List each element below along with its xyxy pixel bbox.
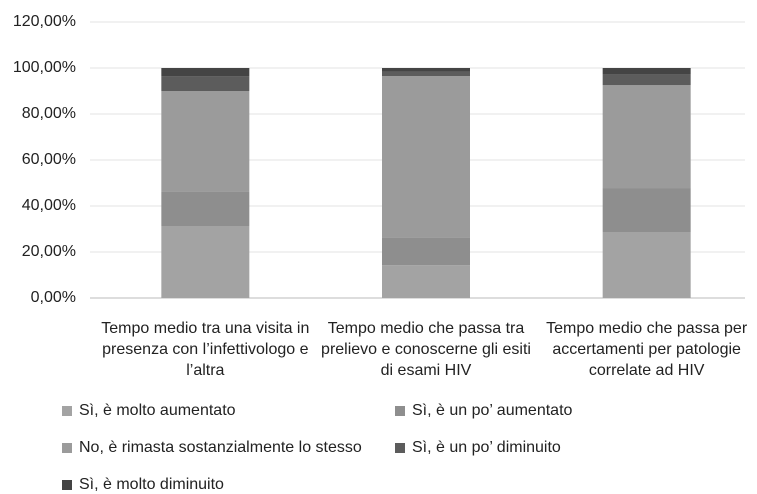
bar-segment: [602, 74, 691, 86]
bar-segment: [161, 226, 250, 298]
legend-label: Sì, è molto diminuito: [79, 476, 224, 493]
bar-segment: [161, 68, 250, 77]
bar-segment: [382, 71, 470, 77]
bar-segment: [602, 85, 691, 189]
legend-label: Sì, è un po’ diminuito: [412, 439, 561, 456]
x-tick-label: Tempo medio che passa tra prelievo e con…: [321, 320, 531, 379]
y-tick-label: 0,00%: [31, 289, 76, 306]
legend-label: Sì, è molto aumentato: [79, 402, 236, 419]
y-tick-label: 40,00%: [22, 197, 76, 214]
legend-swatch: [62, 406, 72, 416]
legend-label: No, è rimasta sostanzialmente lo stesso: [79, 439, 362, 456]
bar-segment: [602, 231, 691, 298]
bar-segment: [382, 76, 470, 238]
x-tick-label: Tempo medio che passa per accertamenti p…: [546, 320, 748, 379]
y-tick-label: 20,00%: [22, 243, 76, 260]
y-tick-label: 60,00%: [22, 151, 76, 168]
bar-segment: [161, 91, 250, 192]
y-tick-label: 100,00%: [13, 59, 76, 76]
y-tick-label: 120,00%: [13, 13, 76, 30]
bar-segment: [382, 237, 470, 266]
legend-swatch: [62, 443, 72, 453]
x-tick-label: Tempo medio tra una visita in presenza c…: [101, 320, 310, 379]
bar-segment: [602, 68, 691, 75]
bar-segment: [382, 265, 470, 298]
legend-swatch: [395, 443, 405, 453]
legend-swatch: [62, 480, 72, 490]
legend-label: Sì, è un po’ aumentato: [412, 402, 573, 419]
bar-segment: [382, 68, 470, 72]
bar-segment: [161, 191, 250, 227]
y-tick-label: 80,00%: [22, 105, 76, 122]
legend-swatch: [395, 406, 405, 416]
bar-segment: [161, 76, 250, 91]
bar-segment: [602, 188, 691, 232]
